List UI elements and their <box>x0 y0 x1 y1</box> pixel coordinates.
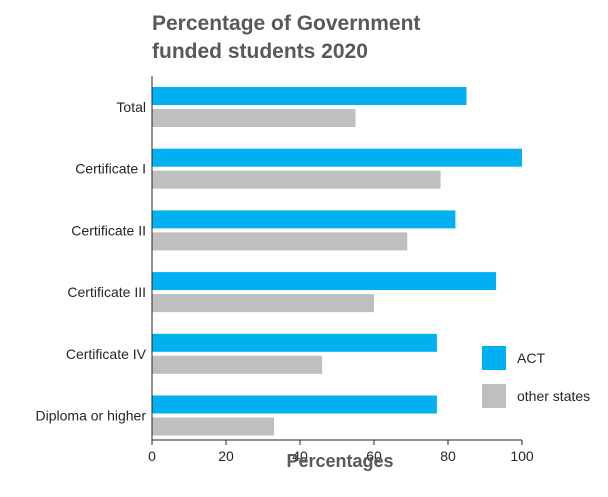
x-tick-label: 60 <box>366 448 382 464</box>
bar-act <box>152 87 467 105</box>
category-label: Total <box>116 99 146 115</box>
bar-other-states <box>152 417 275 436</box>
legend: ACT other states <box>482 346 590 408</box>
bar-act <box>152 272 497 291</box>
chart-title-line-2: funded students 2020 <box>152 40 368 63</box>
category-label: Diploma or higher <box>36 408 147 424</box>
x-tick-label: 0 <box>148 448 156 464</box>
category-label: Certificate I <box>75 161 146 177</box>
bar-act <box>152 148 522 167</box>
legend-swatch-act <box>482 346 506 370</box>
legend-label-act: ACT <box>517 350 545 366</box>
bar-other-states <box>152 109 356 127</box>
chart-title-line-1: Percentage of Government <box>152 12 420 35</box>
bar-act <box>152 395 437 414</box>
x-tick-label: 40 <box>292 448 308 464</box>
bar-other-states <box>152 355 323 374</box>
x-tick-label: 20 <box>218 448 234 464</box>
legend-swatch-other-states <box>482 384 506 408</box>
category-label: Certificate III <box>67 284 146 300</box>
bars-group <box>152 87 522 436</box>
category-label: Certificate II <box>71 222 146 238</box>
legend-label-other-states: other states <box>517 388 590 404</box>
x-axis-title: Percentages <box>286 451 393 471</box>
x-tick-label: 80 <box>440 448 456 464</box>
category-label: Certificate IV <box>66 346 147 362</box>
x-tick-label: 100 <box>510 448 534 464</box>
bar-act <box>152 210 456 229</box>
bar-other-states <box>152 232 408 251</box>
bar-act <box>152 333 437 352</box>
category-labels-group: Total Certificate I Certificate II Certific… <box>36 99 147 424</box>
bar-other-states <box>152 170 441 189</box>
bar-other-states <box>152 294 374 313</box>
x-ticks-group: 0 20 40 60 80 100 <box>148 440 534 464</box>
